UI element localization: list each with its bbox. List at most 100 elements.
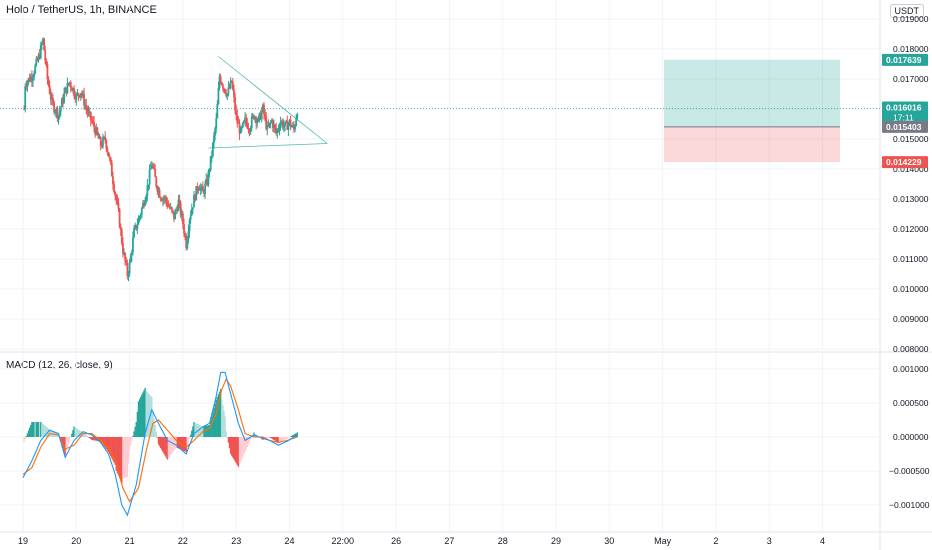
x-tick-label: 26 (391, 536, 401, 546)
candle-body (255, 117, 258, 124)
candle-body (79, 93, 82, 97)
entry-price-label-bg (882, 120, 928, 133)
candle-body (150, 164, 153, 169)
macd-histogram-bar (112, 437, 114, 461)
candle-body (126, 263, 129, 276)
candle-body (149, 168, 152, 170)
macd-histogram-bar (23, 437, 25, 442)
macd-histogram-bar (68, 437, 71, 441)
candle-body (251, 115, 254, 117)
macd-histogram-bar (177, 437, 180, 449)
chart-title: Holo / TetherUS, 1h, BINANCE (6, 4, 157, 16)
macd-histogram-bar (165, 437, 167, 458)
trendlines[interactable] (0, 56, 880, 149)
candle-body (286, 120, 289, 130)
candle-body (67, 83, 70, 85)
macd-histogram-bar (188, 437, 191, 440)
macd-histogram-bar (100, 437, 102, 442)
candle-body (86, 108, 89, 113)
macd-histogram-bar (84, 434, 86, 437)
macd-indicator (22, 371, 298, 517)
macd-histogram-bar (142, 392, 144, 437)
candle-body (234, 96, 236, 111)
candle-body (264, 114, 266, 117)
candle-body (294, 125, 296, 130)
macd-histogram-bar (73, 426, 75, 437)
macd-histogram-bar (138, 399, 141, 437)
candle-body (153, 166, 155, 169)
currency-button[interactable]: USDT (889, 4, 924, 18)
candle-body (155, 176, 158, 187)
candle-body (124, 252, 127, 262)
candle-body (159, 197, 162, 200)
macd-histogram-bar (164, 437, 166, 456)
candle-body (289, 119, 292, 127)
candle-body (239, 127, 242, 134)
candle-body (84, 105, 87, 107)
candle-body (90, 120, 93, 122)
candle-body (34, 65, 37, 74)
candle-body (284, 122, 286, 126)
candle-body (95, 127, 98, 135)
candle-body (187, 231, 190, 240)
candle-body (190, 209, 193, 216)
macd-histogram-bar (251, 437, 253, 438)
macd-histogram-bar (167, 437, 170, 458)
macd-histogram-bar (286, 437, 288, 439)
candle-body (179, 202, 182, 216)
x-tick-label: 19 (18, 536, 28, 546)
candle-body (154, 168, 157, 177)
macd-histogram-bar (225, 431, 227, 437)
macd-histogram-bar (296, 432, 298, 437)
macd-histogram-bar (208, 425, 211, 437)
candle-body (115, 195, 118, 201)
macd-histogram-bar (41, 422, 43, 437)
candle-body (25, 86, 28, 88)
macd-histogram-bar (168, 437, 171, 457)
candle-body (195, 186, 198, 201)
candle-body (26, 81, 29, 87)
candle-body (199, 187, 202, 191)
candle-body (28, 78, 31, 82)
macd-histogram-bar (189, 434, 192, 437)
macd-histogram-bar (82, 432, 84, 437)
macd-histogram-bar (93, 437, 95, 441)
macd-histogram-bar (153, 418, 155, 437)
macd-histogram-bar (194, 422, 196, 437)
candle-body (32, 76, 34, 81)
long-position-tool[interactable] (664, 59, 840, 163)
macd-histogram-bar (238, 437, 241, 465)
macd-histogram-bar (78, 430, 81, 437)
macd-histogram-bar (143, 390, 145, 437)
macd-histogram-bar (222, 405, 224, 437)
candle-body (70, 87, 73, 91)
macd-histogram-bar (101, 437, 103, 443)
candle-body (235, 110, 238, 116)
x-tick-label: 4 (820, 536, 825, 546)
candle-body (163, 198, 165, 200)
macd-histogram-bar (185, 437, 187, 452)
candle-body (220, 82, 223, 85)
macd-histogram-bar (114, 437, 116, 465)
macd-histogram-bar (24, 437, 26, 439)
x-tick-label: 21 (125, 536, 135, 546)
macd-histogram-bar (62, 437, 64, 448)
macd-histogram-bar (145, 390, 147, 437)
y-tick-label: 0.011000 (893, 254, 928, 264)
macd-histogram-bar (243, 437, 245, 455)
candle-body (96, 127, 99, 135)
macd-histogram-bar (90, 437, 92, 440)
candle-body (243, 120, 245, 123)
candle-body (263, 104, 265, 115)
macd-histogram-bar (126, 437, 129, 477)
candle-body (207, 171, 210, 185)
macd-histogram-bar (231, 437, 233, 456)
x-tick-label: 2 (713, 536, 718, 546)
candle-body (80, 93, 83, 96)
macd-histogram-bar (110, 437, 112, 457)
candle-body (77, 93, 80, 96)
macd-histogram-bar (249, 437, 252, 440)
candle-body (265, 116, 268, 129)
macd-histogram-bar (118, 437, 121, 479)
